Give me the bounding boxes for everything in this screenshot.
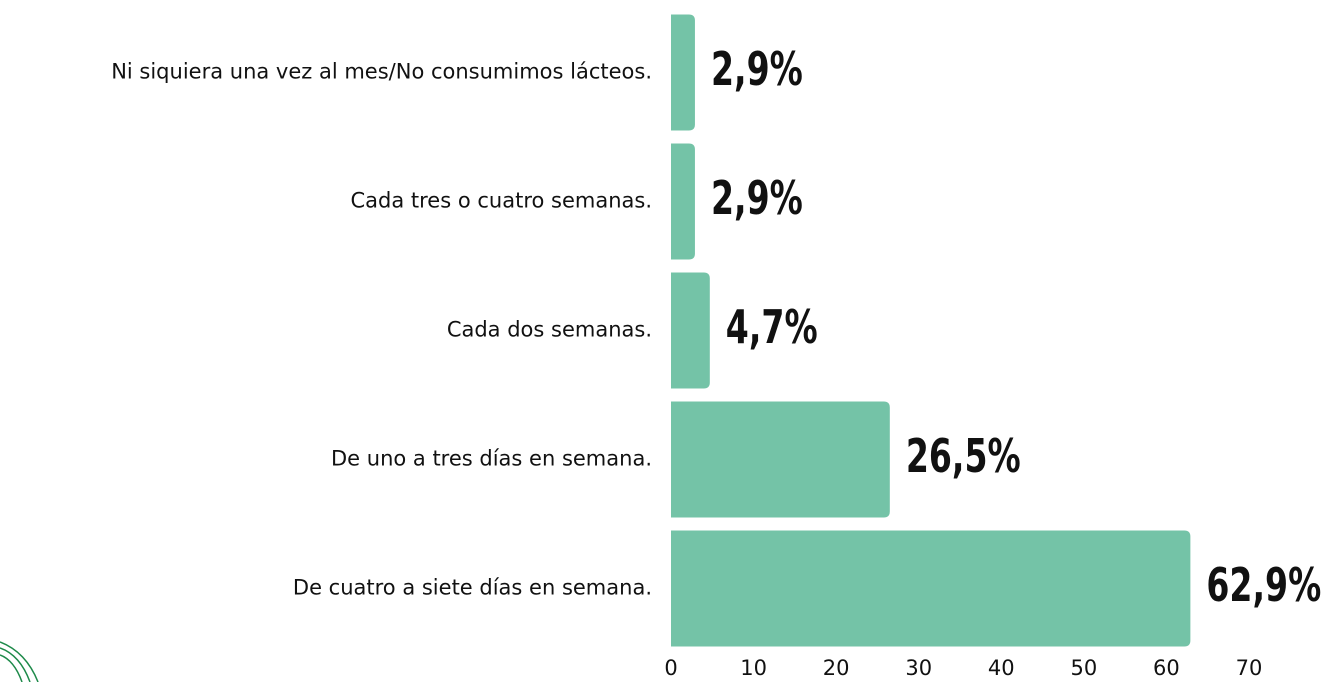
x-tick-label: 60	[1153, 656, 1180, 680]
value-label: 62,9%	[1206, 560, 1321, 613]
x-tick-label: 0	[664, 656, 677, 680]
x-tick-label: 40	[988, 656, 1015, 680]
value-label: 4,7%	[726, 302, 818, 355]
value-label: 2,9%	[711, 173, 803, 226]
bar	[671, 272, 710, 389]
x-tick-label: 20	[823, 656, 850, 680]
x-tick-label: 70	[1236, 656, 1263, 680]
value-label: 26,5%	[906, 431, 1021, 484]
y-tick-label: Ni siquiera una vez al mes/No consumimos…	[111, 60, 652, 84]
corner-decoration	[0, 641, 39, 682]
x-tick-label: 10	[740, 656, 767, 680]
x-tick-label: 50	[1070, 656, 1097, 680]
bar	[671, 401, 890, 518]
bar	[671, 14, 695, 131]
bar	[671, 143, 695, 260]
y-tick-label: Cada tres o cuatro semanas.	[350, 189, 652, 213]
bar	[671, 530, 1191, 647]
y-tick-label: De uno a tres días en semana.	[331, 447, 652, 471]
x-tick-label: 30	[905, 656, 932, 680]
y-tick-label: Cada dos semanas.	[447, 318, 652, 342]
value-label: 2,9%	[711, 44, 803, 97]
y-tick-label: De cuatro a siete días en semana.	[293, 576, 652, 600]
